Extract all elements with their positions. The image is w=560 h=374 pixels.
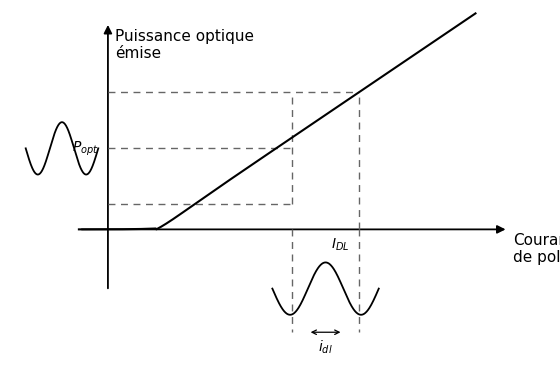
Text: $P_{opt}$: $P_{opt}$ [72, 139, 98, 157]
Text: Puissance optique
émise: Puissance optique émise [115, 29, 254, 61]
Text: $I_{DL}$: $I_{DL}$ [331, 237, 349, 253]
Text: $i_{dl}$: $i_{dl}$ [318, 338, 333, 356]
Text: Courant
de polarisation: Courant de polarisation [513, 233, 560, 265]
